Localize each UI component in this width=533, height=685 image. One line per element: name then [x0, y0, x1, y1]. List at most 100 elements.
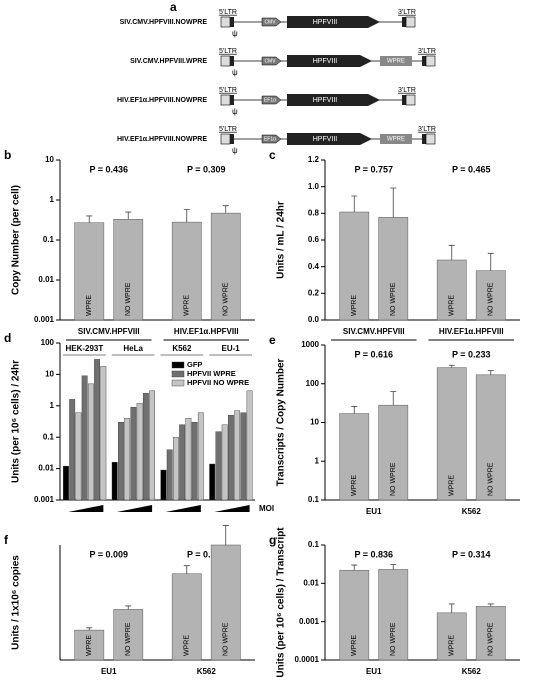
bar: [100, 366, 107, 501]
category-label: EU-1: [222, 344, 241, 353]
wpre-label: WPRE: [387, 137, 405, 143]
promoter-label: CMV: [264, 19, 276, 25]
ltr-box: [425, 55, 436, 67]
error-bar: [390, 564, 397, 570]
bar: [436, 612, 467, 661]
group-label: EU1: [366, 667, 382, 676]
bar: [118, 422, 124, 501]
group-label: K562: [462, 667, 482, 676]
p-value: P = 0.526: [187, 549, 226, 559]
group-label: SIV.CMV.HPFVIII: [343, 327, 405, 336]
bar-label: NO WPRE: [390, 462, 397, 496]
bar: [75, 412, 82, 501]
bar: [210, 544, 241, 661]
group-label: K562: [197, 667, 217, 676]
gene-label: HPFVIII: [313, 19, 338, 26]
ltr-box: [220, 133, 231, 145]
ltr-box: [422, 134, 426, 144]
bar-label: WPRE: [449, 295, 456, 316]
ltr-label: 3'LTR: [398, 9, 416, 16]
y-axis-label: Copy Number (per cell): [11, 185, 22, 295]
bar-label: WPRE: [351, 635, 358, 656]
gene: [287, 133, 372, 145]
error-bar: [351, 406, 358, 414]
category-label: K562: [172, 344, 192, 353]
error-bar: [487, 252, 494, 271]
construct-name: SIV.CMV.HPFVIII.NOWPRE: [120, 19, 208, 26]
bar: [94, 359, 101, 501]
error-bar: [487, 603, 494, 607]
promoter: [261, 17, 282, 27]
error-bar: [487, 370, 494, 375]
p-value: P = 0.757: [354, 164, 393, 174]
category-label: HEK-293T: [65, 344, 103, 353]
y-tick-label: 10: [45, 155, 54, 164]
ltr-box: [422, 56, 426, 66]
construct-name: HIV.EF1α.HPFVIII.NOWPRE: [117, 97, 207, 104]
bar: [246, 390, 253, 501]
bar: [339, 413, 370, 501]
y-tick-label: 0.4: [308, 262, 320, 271]
ltr-box: [220, 94, 231, 106]
bar-label: WPRE: [184, 295, 191, 316]
group-label: EU1: [366, 507, 382, 516]
bar-label: WPRE: [184, 635, 191, 656]
ltr-box: [402, 95, 406, 105]
bar-label: WPRE: [449, 475, 456, 496]
wpre-label: WPRE: [387, 59, 405, 65]
legend-label: HPFVII NO WPRE: [187, 378, 249, 387]
bar: [191, 422, 198, 501]
ltr-box: [220, 55, 231, 67]
promoter: [261, 95, 282, 105]
ltr-box: [402, 17, 406, 27]
ltr-box: [405, 16, 416, 28]
gene-label: HPFVIII: [313, 97, 338, 104]
gene-label: HPFVIII: [313, 58, 338, 65]
panel-letter: a: [170, 0, 177, 14]
panel-letter: d: [4, 331, 11, 345]
error-bar: [86, 215, 93, 223]
wpre-box: [380, 134, 412, 144]
y-tick-label: 10: [45, 370, 54, 379]
error-bar: [183, 209, 190, 223]
legend-swatch: [171, 361, 185, 369]
bar: [136, 403, 143, 501]
ltr-box: [230, 95, 234, 105]
panel-letter: c: [269, 148, 276, 162]
bar: [240, 412, 247, 501]
error-bar: [351, 564, 358, 571]
y-tick-label: 1: [50, 195, 55, 204]
psi: ψ: [232, 107, 238, 116]
category-label: HeLa: [123, 344, 143, 353]
y-tick-label: 0.01: [303, 578, 319, 587]
bar: [227, 415, 234, 501]
error-bar: [125, 211, 132, 220]
y-tick-label: 1000: [301, 340, 319, 349]
group-label: HIV.EF1α.HPFVIII: [439, 327, 504, 336]
p-value: P = 0.309: [187, 164, 226, 174]
bar-label: WPRE: [351, 475, 358, 496]
bar: [209, 463, 216, 501]
ltr-box: [405, 94, 416, 106]
bar: [63, 465, 69, 501]
group-label: EU1: [101, 667, 117, 676]
gene: [287, 55, 372, 67]
bar: [81, 375, 88, 501]
bar: [124, 418, 131, 501]
bar-label: WPRE: [86, 295, 93, 316]
p-value: P = 0.465: [452, 164, 491, 174]
construct-name: HIV.EF1α.HPFVIII.NOWPRE: [117, 136, 207, 143]
p-value: P = 0.616: [354, 349, 393, 359]
y-tick-label: 0.01: [38, 464, 54, 473]
promoter: [261, 56, 282, 66]
y-tick-label: 0.6: [308, 235, 320, 244]
y-tick-label: 1: [50, 401, 55, 410]
promoter-label: CMV: [264, 58, 276, 64]
error-bar: [183, 565, 190, 574]
bar-label: NO WPRE: [223, 622, 230, 656]
bar-label: WPRE: [86, 635, 93, 656]
ltr-box: [230, 56, 234, 66]
panel-letter: e: [269, 333, 276, 347]
bar: [221, 424, 228, 501]
